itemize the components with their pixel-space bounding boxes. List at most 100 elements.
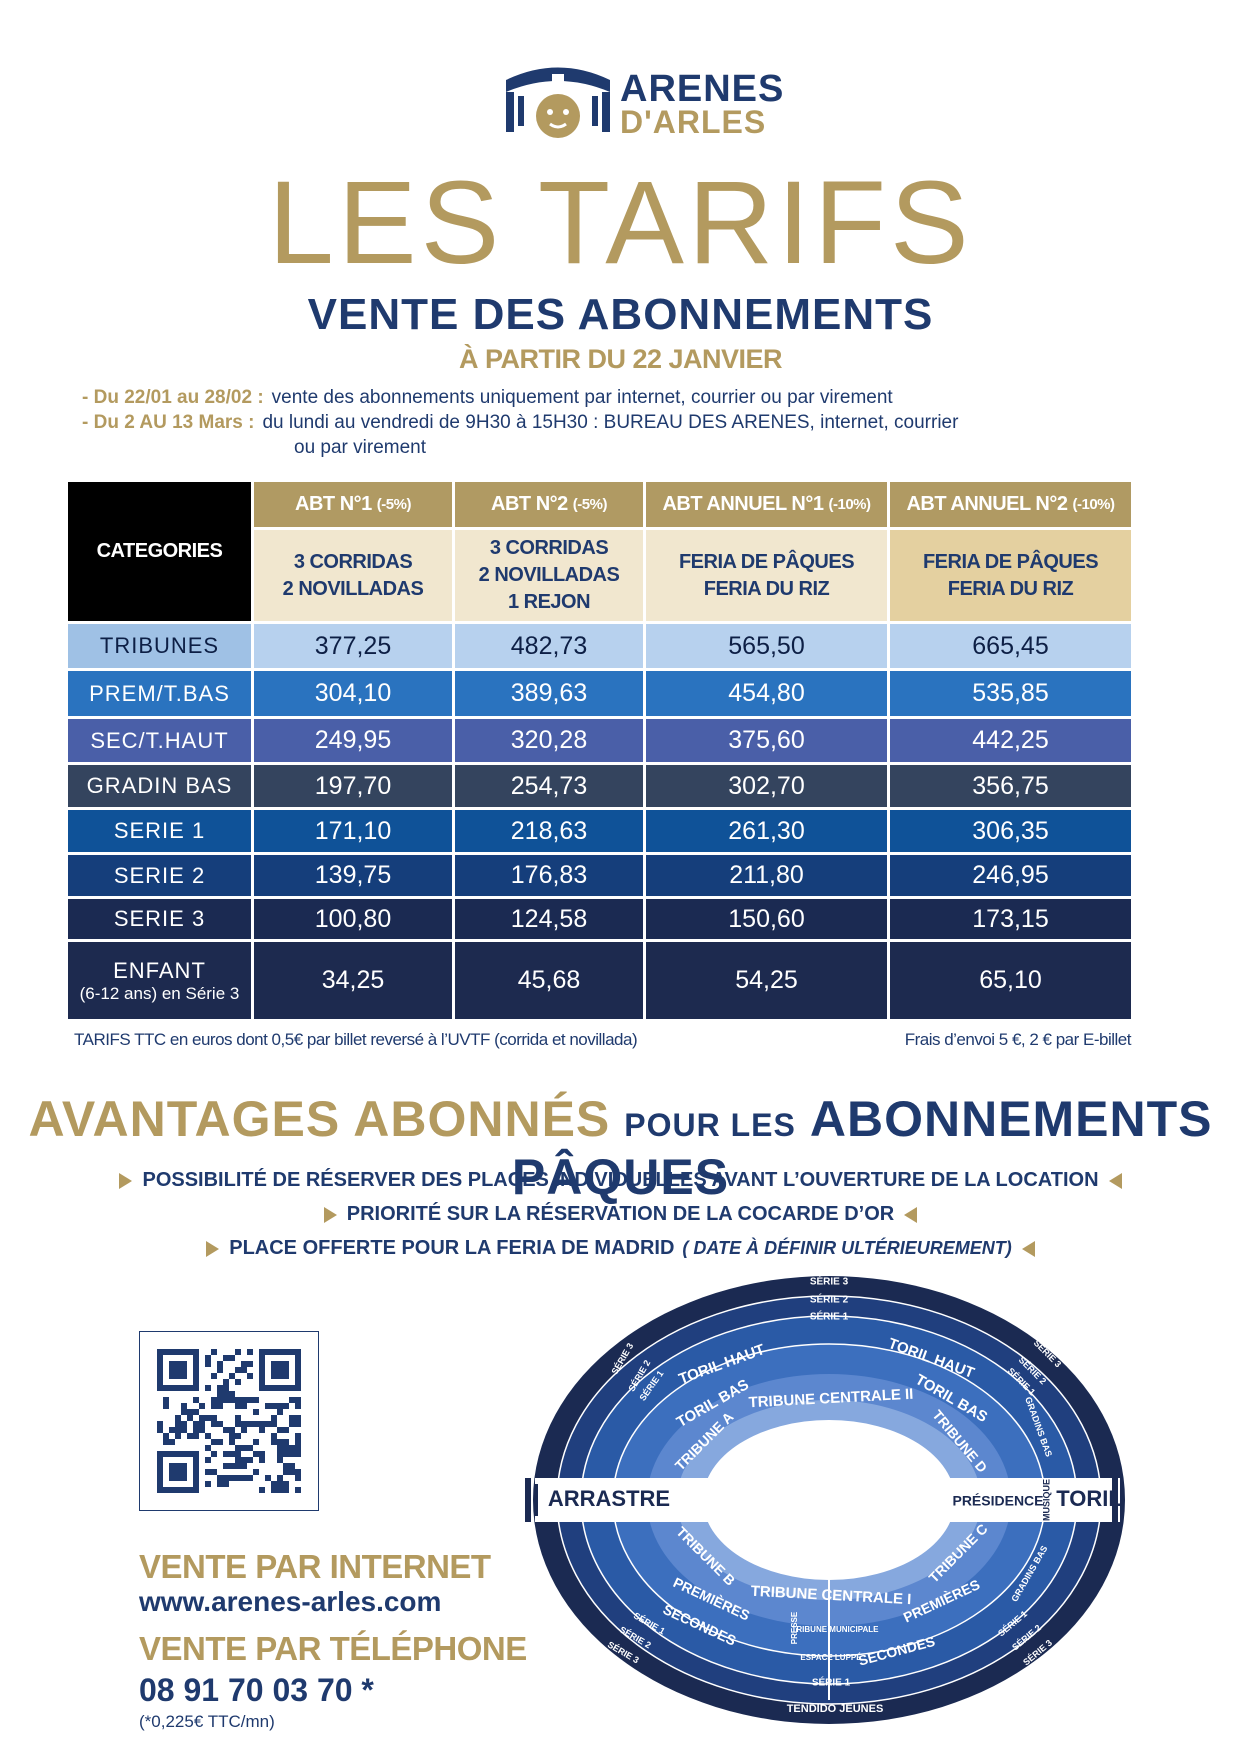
content-line: 2 NOVILLADAS — [282, 577, 424, 600]
qr-module — [295, 1439, 301, 1445]
category-name: SERIE 3 — [113, 906, 206, 931]
qr-module — [295, 1433, 301, 1439]
phone-label: VENTE PAR TÉLÉPHONE — [139, 1630, 527, 1667]
qr-module — [235, 1451, 241, 1457]
qr-module — [157, 1421, 163, 1427]
map-label: SÉRIE 2 — [810, 1293, 849, 1306]
info-item: - Du 22/01 au 28/02 : vente des abonnemen… — [82, 385, 1182, 410]
qr-module — [283, 1463, 289, 1469]
qr-module — [229, 1355, 235, 1361]
qr-module — [283, 1487, 289, 1493]
price-cell: 442,25 — [890, 719, 1134, 765]
qr-module — [259, 1457, 265, 1463]
qr-module — [265, 1475, 271, 1481]
qr-module — [175, 1415, 181, 1421]
bullet-arrow — [904, 1206, 918, 1223]
price-cell: 173,15 — [890, 899, 1134, 942]
qr-module — [271, 1403, 277, 1409]
advantages-list: POSSIBILITÉ DE RÉSERVER DES PLACES INDIV… — [0, 1163, 1241, 1265]
qr-module — [229, 1463, 235, 1469]
column-content: 3 CORRIDAS 2 NOVILLADAS 1 REJON — [455, 530, 646, 624]
qr-finder — [259, 1349, 301, 1391]
qr-module — [229, 1391, 235, 1397]
price: 100,80 — [314, 904, 392, 933]
map-label: SÉRIE 1 — [996, 1609, 1029, 1639]
qr-module — [235, 1349, 241, 1355]
column-name: ABT N°2 — [491, 493, 568, 515]
category-name: SERIE 1 — [113, 818, 206, 843]
qr-module — [229, 1475, 235, 1481]
qr-module — [295, 1421, 301, 1427]
qr-module — [163, 1433, 169, 1439]
info-line: ou par virement — [82, 435, 1182, 460]
qr-module — [247, 1349, 253, 1355]
category-cell: SERIE 1 — [68, 810, 254, 855]
qr-module — [247, 1475, 253, 1481]
price-cell: 375,60 — [646, 719, 890, 765]
price-cell: 304,10 — [254, 671, 455, 719]
price: 54,25 — [735, 966, 798, 994]
qr-module — [277, 1475, 283, 1481]
qr-module — [229, 1427, 235, 1433]
subtitle: VENTE DES ABONNEMENTS — [307, 290, 934, 339]
info: - Du 22/01 au 28/02 : vente des abonnemen… — [82, 385, 1182, 460]
map-label: SÉRIE 3 — [1021, 1638, 1054, 1668]
qr-module — [247, 1373, 253, 1379]
qr-module — [277, 1451, 283, 1457]
price: 254,73 — [510, 771, 588, 800]
bullet-arrow — [206, 1240, 220, 1257]
qr-module — [163, 1439, 169, 1445]
qr-module — [265, 1403, 271, 1409]
qr-module — [205, 1361, 211, 1367]
qr-module — [205, 1385, 211, 1391]
map-label: SÉRIE 2 — [1010, 1623, 1043, 1653]
footnote-right: Frais d’envoi 5 €, 2 € par E-billet — [904, 1030, 1132, 1049]
qr-module — [217, 1361, 223, 1367]
qr-module — [277, 1487, 283, 1493]
advantage-note: ( DATE À DÉFINIR ULTÉRIEUREMENT) — [682, 1238, 1012, 1258]
qr-module — [187, 1415, 193, 1421]
logo-icon — [506, 67, 610, 138]
qr-module — [289, 1463, 295, 1469]
advantage-text: POSSIBILITÉ DE RÉSERVER DES PLACES INDIV… — [142, 1169, 1099, 1191]
qr-module — [259, 1487, 265, 1493]
logo-line2: D'ARLES — [620, 104, 767, 140]
map-label: TORIL BAS — [912, 1371, 990, 1426]
map-label: SÉRIE 3 — [609, 1341, 635, 1376]
column-content: FERIA DE PÂQUES FERIA DU RIZ — [890, 530, 1134, 624]
phone: 08 91 70 03 70 * — [139, 1672, 374, 1708]
qr-module — [295, 1445, 301, 1451]
qr-module — [277, 1409, 283, 1415]
map-label: PREMIÈRES — [671, 1574, 753, 1623]
price: 45,68 — [517, 966, 581, 994]
column-header: ABT N°2 (-5%) — [455, 482, 646, 530]
corner-cell: CATEGORIES — [68, 482, 254, 624]
content-line: FERIA DU RIZ — [703, 577, 830, 600]
price: 34,25 — [321, 966, 385, 994]
content-line: 3 CORRIDAS — [489, 537, 609, 559]
map-label: TRIBUNE D — [929, 1407, 990, 1476]
category-name: PREM/T.BAS — [89, 680, 230, 706]
qr-module — [241, 1361, 247, 1367]
heading-part: AVANTAGES ABONNÉS — [28, 1091, 611, 1147]
price-cell: 124,58 — [455, 899, 646, 942]
map-label: TRIBUNE C — [925, 1520, 990, 1585]
qr-module — [277, 1481, 283, 1487]
category-name: SERIE 2 — [113, 862, 206, 888]
qr-module — [277, 1439, 283, 1445]
qr-module — [211, 1415, 217, 1421]
price: 139,75 — [314, 861, 392, 889]
qr-module — [193, 1397, 199, 1403]
map-label: TRIBUNE CENTRALE I — [750, 1583, 912, 1608]
qr-module — [259, 1421, 265, 1427]
qr-module — [211, 1451, 217, 1457]
advantage-text: PRIORITÉ SUR LA RÉSERVATION DE LA COCARD… — [346, 1203, 895, 1225]
qr-module — [295, 1451, 301, 1457]
qr-module — [259, 1451, 265, 1457]
qr-module — [253, 1421, 259, 1427]
info-text: du lundi au vendredi de 9H30 à 15H30 : B… — [262, 412, 959, 433]
qr-module — [199, 1403, 205, 1409]
qr-module — [211, 1397, 217, 1403]
price: 375,60 — [728, 726, 805, 754]
qr-module — [241, 1475, 247, 1481]
